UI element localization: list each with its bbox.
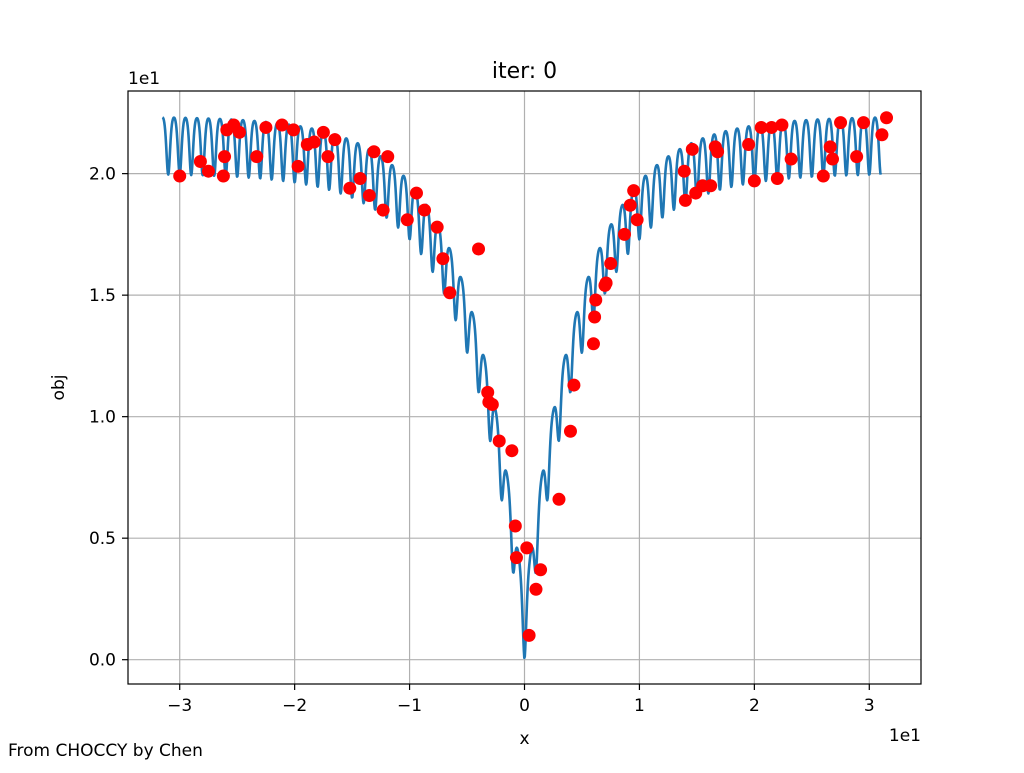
population-point <box>534 563 548 577</box>
population-point <box>567 378 581 392</box>
population-point <box>472 242 486 256</box>
population-point <box>775 118 789 132</box>
population-point <box>193 154 207 168</box>
x-tick-label: −2 <box>282 696 307 716</box>
population-point <box>685 142 699 156</box>
population-point <box>250 150 264 164</box>
population-point <box>492 434 506 448</box>
population-point <box>765 120 779 134</box>
population-point <box>677 164 691 178</box>
population-point <box>291 159 305 173</box>
population-point <box>328 133 342 147</box>
y-tick-label: 1.0 <box>89 408 116 428</box>
population-point <box>232 125 246 139</box>
population-point <box>216 169 230 183</box>
population-point <box>321 150 335 164</box>
population-point <box>850 150 864 164</box>
population-point <box>430 220 444 234</box>
population-point <box>418 203 432 217</box>
population-point <box>711 145 725 159</box>
population-point <box>400 213 414 227</box>
population-point <box>678 193 692 207</box>
population-point <box>563 424 577 438</box>
population-point <box>259 120 273 134</box>
population-point <box>857 116 871 130</box>
population-point <box>307 135 321 149</box>
population-point <box>505 444 519 458</box>
population-point <box>589 293 603 307</box>
population-point <box>630 213 644 227</box>
population-point <box>436 252 450 266</box>
population-point <box>599 276 613 290</box>
axis-ticks: −3 −2 −1 0 1 2 3 0.0 0.5 1.0 1.5 2.0 <box>89 165 875 716</box>
population-point <box>173 169 187 183</box>
population-point <box>834 116 848 130</box>
x-axis-offset-label: 1e1 <box>889 726 921 746</box>
population-point <box>588 310 602 324</box>
x-tick-label: 0 <box>519 696 530 716</box>
population-point <box>508 519 522 533</box>
x-tick-label: −3 <box>167 696 192 716</box>
population-point <box>816 169 830 183</box>
population-point <box>367 145 381 159</box>
population-point <box>604 257 618 271</box>
population-point <box>286 123 300 137</box>
x-tick-label: 3 <box>864 696 875 716</box>
population-point <box>275 118 289 132</box>
credit-text: From CHOCCY by Chen <box>8 741 203 761</box>
population-point <box>623 198 637 212</box>
population-point <box>529 582 543 596</box>
population-point <box>617 227 631 241</box>
chart-title: iter: 0 <box>492 59 557 84</box>
population-point <box>754 120 768 134</box>
population-point <box>485 398 499 412</box>
population-point <box>376 203 390 217</box>
population-point <box>343 181 357 195</box>
population-point <box>823 140 837 154</box>
population-point <box>552 492 566 506</box>
population-point <box>770 171 784 185</box>
population-point <box>880 111 894 125</box>
y-tick-label: 0.5 <box>89 529 116 549</box>
population-point <box>522 628 536 642</box>
population-point <box>481 385 495 399</box>
x-tick-label: 1 <box>634 696 645 716</box>
population-point <box>443 286 457 300</box>
x-tick-label: 2 <box>749 696 760 716</box>
x-tick-label: −1 <box>397 696 422 716</box>
population-point <box>409 186 423 200</box>
population-point <box>520 541 534 555</box>
population-point <box>218 150 232 164</box>
population-points-layer <box>173 111 894 642</box>
population-point <box>742 137 756 151</box>
population-point <box>747 174 761 188</box>
y-tick-label: 1.5 <box>89 286 116 306</box>
population-point <box>826 152 840 166</box>
x-axis-label: x <box>519 729 529 749</box>
population-point <box>627 184 641 198</box>
population-point <box>316 125 330 139</box>
population-point <box>201 164 215 178</box>
population-point <box>586 337 600 351</box>
y-tick-label: 0.0 <box>89 651 116 671</box>
y-axis-label: obj <box>49 375 69 401</box>
population-point <box>704 179 718 193</box>
population-point <box>875 128 889 142</box>
population-point <box>509 551 523 565</box>
population-point <box>362 189 376 203</box>
y-tick-label: 2.0 <box>89 165 116 185</box>
population-point <box>353 171 367 185</box>
population-point <box>381 150 395 164</box>
y-axis-offset-label: 1e1 <box>128 69 160 89</box>
population-point <box>784 152 798 166</box>
